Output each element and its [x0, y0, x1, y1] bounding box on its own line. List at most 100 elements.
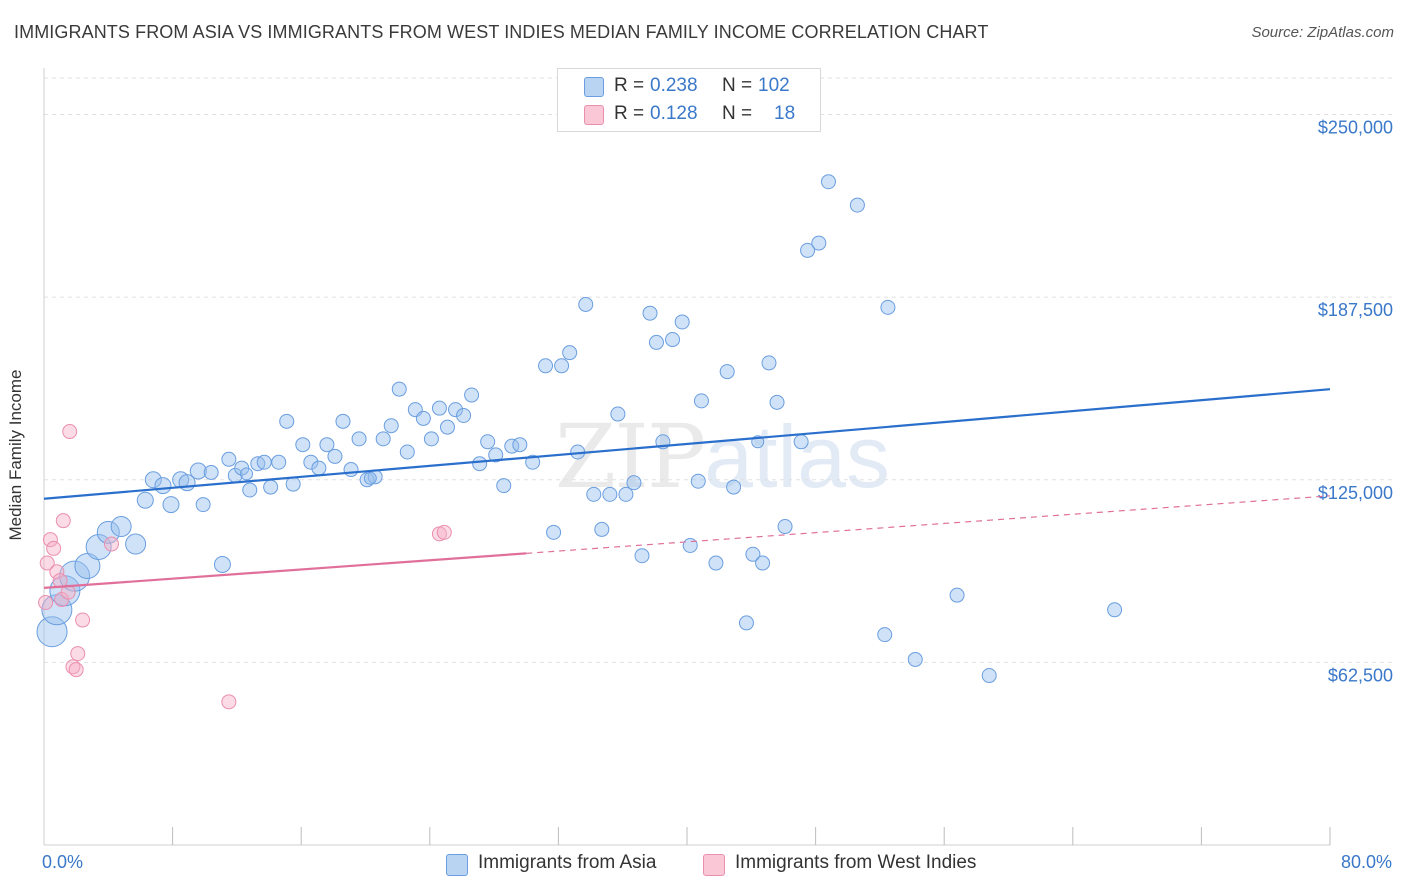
legend-n-value: 102	[758, 75, 790, 96]
trend-line-asia	[43, 388, 1331, 500]
point-asia	[203, 464, 219, 480]
point-asia	[761, 355, 777, 371]
point-asia	[562, 345, 578, 361]
point-asia	[496, 478, 512, 494]
point-west-indies	[38, 594, 54, 610]
point-asia	[263, 479, 279, 495]
point-asia	[327, 448, 343, 464]
point-asia	[546, 524, 562, 540]
legend-swatch-west-indies	[584, 105, 604, 125]
point-asia	[351, 431, 367, 447]
point-asia	[755, 555, 771, 571]
point-asia	[682, 538, 698, 554]
y-tick-label: $62,500	[1328, 665, 1393, 685]
point-west-indies	[221, 694, 237, 710]
point-asia	[708, 555, 724, 571]
point-asia	[618, 486, 634, 502]
point-west-indies	[75, 612, 91, 628]
point-asia	[907, 651, 923, 667]
point-asia	[719, 364, 735, 380]
point-asia	[602, 486, 618, 502]
point-asia	[949, 587, 965, 603]
point-asia	[877, 627, 893, 643]
bottom-legend-swatch-asia	[446, 854, 468, 876]
point-asia	[285, 476, 301, 492]
point-asia	[439, 419, 455, 435]
point-west-indies	[55, 513, 71, 529]
point-asia	[745, 546, 761, 562]
point-asia	[769, 394, 785, 410]
point-west-indies	[70, 646, 86, 662]
point-asia	[295, 437, 311, 453]
chart-title: IMMIGRANTS FROM ASIA VS IMMIGRANTS FROM …	[14, 22, 989, 42]
point-asia	[726, 479, 742, 495]
trend-line-west-indies	[43, 552, 527, 589]
legend-n-label: N =	[722, 103, 753, 124]
point-asia	[642, 305, 658, 321]
legend-n-label: N =	[722, 75, 753, 96]
watermark: ZIPatlas	[555, 405, 890, 508]
point-asia	[154, 477, 172, 495]
bottom-legend-label-west-indies: Immigrants from West Indies	[735, 852, 977, 873]
point-asia	[240, 467, 254, 481]
point-asia	[363, 471, 377, 485]
x-tick-label-min: 0.0%	[42, 852, 84, 872]
point-asia	[578, 296, 594, 312]
point-west-indies	[104, 536, 120, 552]
point-asia	[162, 496, 180, 514]
point-asia	[375, 431, 391, 447]
trend-line-west-indies-extension	[526, 495, 1331, 554]
point-west-indies	[68, 662, 84, 678]
point-asia	[693, 393, 709, 409]
point-asia	[820, 174, 836, 190]
point-asia	[303, 454, 319, 470]
point-west-indies	[46, 540, 62, 556]
point-asia	[738, 615, 754, 631]
point-asia	[811, 235, 827, 251]
bottom-legend-label-asia: Immigrants from Asia	[478, 852, 657, 873]
point-asia	[189, 462, 207, 480]
point-asia	[195, 497, 211, 513]
point-asia	[793, 434, 809, 450]
point-asia	[849, 197, 865, 213]
point-asia	[777, 519, 793, 535]
point-asia	[415, 410, 431, 426]
point-asia	[554, 358, 570, 374]
legend-r-label: R =	[614, 75, 645, 96]
point-asia	[125, 533, 147, 555]
y-axis-label: Median Family Income	[6, 369, 25, 541]
legend-n-value: 18	[774, 103, 796, 124]
point-asia	[880, 299, 896, 315]
point-west-indies	[62, 424, 78, 440]
point-asia	[431, 400, 447, 416]
legend-row-west-indies: R = 0.128 N = 18	[558, 100, 820, 128]
point-asia	[610, 406, 626, 422]
point-asia	[665, 332, 681, 348]
stats-legend: R = 0.238 N = 102 R = 0.128 N = 18	[557, 68, 821, 132]
y-tick-label: $250,000	[1318, 118, 1393, 138]
point-west-indies	[49, 564, 65, 580]
point-asia	[271, 454, 287, 470]
watermark-zip: ZIP	[555, 405, 706, 508]
point-asia	[391, 381, 407, 397]
point-asia	[512, 437, 528, 453]
point-asia	[399, 444, 415, 460]
point-asia	[242, 482, 258, 498]
point-west-indies	[42, 532, 58, 548]
legend-r-value: 0.238	[650, 75, 698, 96]
point-asia	[256, 454, 272, 470]
point-asia	[464, 387, 480, 403]
point-asia	[594, 521, 610, 537]
point-asia	[981, 668, 997, 684]
point-west-indies	[436, 524, 452, 540]
point-asia	[538, 358, 554, 374]
point-asia	[383, 418, 399, 434]
point-asia	[648, 334, 664, 350]
point-asia	[525, 454, 541, 470]
point-asia	[480, 434, 496, 450]
point-asia	[343, 462, 359, 478]
point-asia	[456, 407, 472, 423]
point-asia	[472, 456, 488, 472]
legend-row-asia: R = 0.238 N = 102	[558, 72, 820, 100]
